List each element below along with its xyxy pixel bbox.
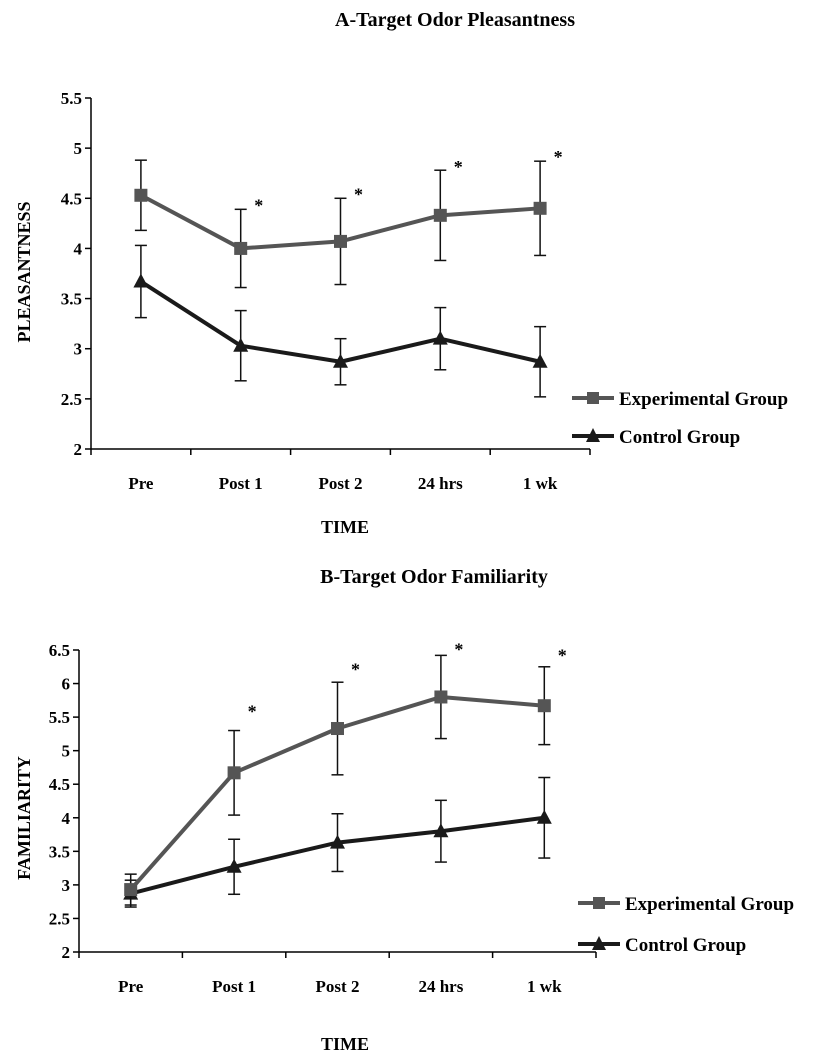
axes: 2 2.5 3 3.5 4 4.5 5 5.5 Pre Post 1 Post 2 24 hrs 1 w… <box>61 89 591 493</box>
x-tick-label: Post 1 <box>212 977 256 996</box>
x-tick-label: Post 2 <box>316 977 360 996</box>
x-tick-label: 24 hrs <box>418 977 463 996</box>
significance-marker: * <box>558 645 567 665</box>
data-point <box>536 809 552 824</box>
x-tick-label: Post 1 <box>219 474 263 493</box>
x-axis-label: TIME <box>321 517 369 537</box>
legend: Experimental Group Control Group <box>578 894 794 956</box>
y-tick-label: 3 <box>62 876 71 895</box>
legend-label: Control Group <box>625 935 746 956</box>
significance-marker: * <box>351 659 360 679</box>
data-point <box>433 823 449 838</box>
data-point <box>433 208 447 222</box>
panel-b-familiarity: B-Target Odor Familiarity 2 2.5 3 3.5 4 4.5 5 5… <box>14 566 794 1054</box>
y-tick-label: 6.5 <box>49 641 70 660</box>
legend: Experimental Group Control Group <box>572 389 788 448</box>
x-tick-label: Post 2 <box>319 474 363 493</box>
y-tick-label: 4 <box>62 809 71 828</box>
y-tick-label: 4 <box>74 239 83 258</box>
y-tick-label: 4.5 <box>61 189 82 208</box>
y-tick-label: 3.5 <box>49 842 70 861</box>
significance-marker: * <box>454 639 463 659</box>
legend-label: Experimental Group <box>625 894 794 915</box>
legend-item-control: Control Group <box>578 935 746 956</box>
data-point <box>226 858 242 873</box>
significance-marker: * <box>254 195 263 215</box>
data-point <box>234 241 248 255</box>
y-tick-label: 3.5 <box>61 290 82 309</box>
y-tick-label: 3 <box>74 340 83 359</box>
legend-label: Control Group <box>619 427 740 448</box>
series-experimental <box>134 159 547 289</box>
significance-marker: * <box>554 147 563 167</box>
data-point <box>124 883 138 897</box>
series-experimental <box>124 654 551 906</box>
chart-title: A-Target Odor Pleasantness <box>335 9 575 31</box>
series-control <box>123 776 552 908</box>
y-tick-label: 2.5 <box>61 390 82 409</box>
significance-marker: * <box>354 184 363 204</box>
data-point <box>333 353 348 368</box>
y-axis-label: FAMILIARITY <box>14 756 34 880</box>
data-point <box>434 690 448 704</box>
data-point <box>330 834 345 849</box>
data-point <box>331 722 344 736</box>
x-tick-label: 24 hrs <box>418 474 463 493</box>
panel-a-pleasantness: A-Target Odor Pleasantness 2 2.5 3 3.5 4 4.5 5… <box>14 9 788 537</box>
chart-title: B-Target Odor Familiarity <box>320 566 548 588</box>
significance-marker: * <box>454 157 463 177</box>
data-point <box>233 337 249 352</box>
data-point <box>432 330 448 345</box>
data-point <box>133 273 149 288</box>
y-tick-label: 2 <box>74 440 83 459</box>
y-tick-label: 4.5 <box>49 775 70 794</box>
legend-item-experimental: Experimental Group <box>578 894 794 915</box>
y-axis-label: PLEASANTNESS <box>14 201 34 342</box>
y-tick-label: 5.5 <box>49 708 70 727</box>
legend-item-control: Control Group <box>572 427 740 448</box>
data-point <box>134 188 148 202</box>
x-tick-label: Pre <box>118 977 144 996</box>
data-point <box>533 201 547 215</box>
significance-marker: * <box>248 702 257 722</box>
data-point <box>537 699 551 713</box>
y-tick-label: 2 <box>62 943 71 962</box>
data-point <box>334 234 347 248</box>
y-tick-label: 5 <box>74 139 83 158</box>
legend-item-experimental: Experimental Group <box>572 389 788 410</box>
x-tick-label: Pre <box>128 474 154 493</box>
y-tick-label: 5.5 <box>61 89 82 108</box>
legend-label: Experimental Group <box>619 389 788 410</box>
x-axis-label: TIME <box>321 1034 369 1054</box>
series-control <box>133 244 548 398</box>
data-point <box>227 766 241 780</box>
y-tick-label: 5 <box>62 742 71 761</box>
data-point <box>532 353 548 368</box>
x-tick-label: 1 wk <box>523 474 558 493</box>
y-tick-label: 6 <box>62 675 71 694</box>
axes: 2 2.5 3 3.5 4 4.5 5 5.5 6 6.5 Pre Post 1 Post 2 24 hr… <box>49 641 597 996</box>
x-tick-label: 1 wk <box>527 977 562 996</box>
y-tick-label: 2.5 <box>49 909 70 928</box>
